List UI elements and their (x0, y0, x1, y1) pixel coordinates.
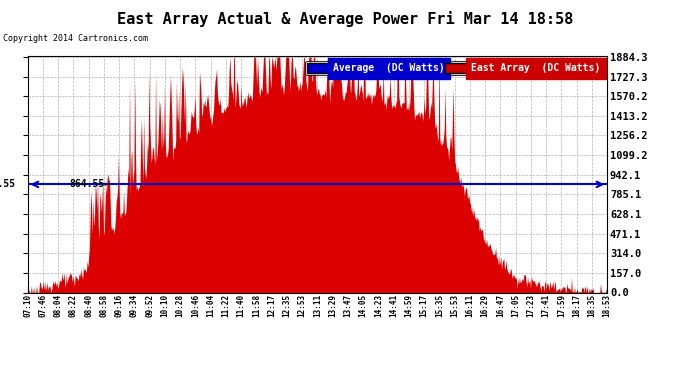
Text: →864.55: →864.55 (0, 179, 16, 189)
Text: 864.55←: 864.55← (70, 179, 111, 189)
Legend: Average  (DC Watts), East Array  (DC Watts): Average (DC Watts), East Array (DC Watts… (305, 61, 602, 75)
Text: East Array Actual & Average Power Fri Mar 14 18:58: East Array Actual & Average Power Fri Ma… (117, 11, 573, 27)
Text: Copyright 2014 Cartronics.com: Copyright 2014 Cartronics.com (3, 34, 148, 43)
